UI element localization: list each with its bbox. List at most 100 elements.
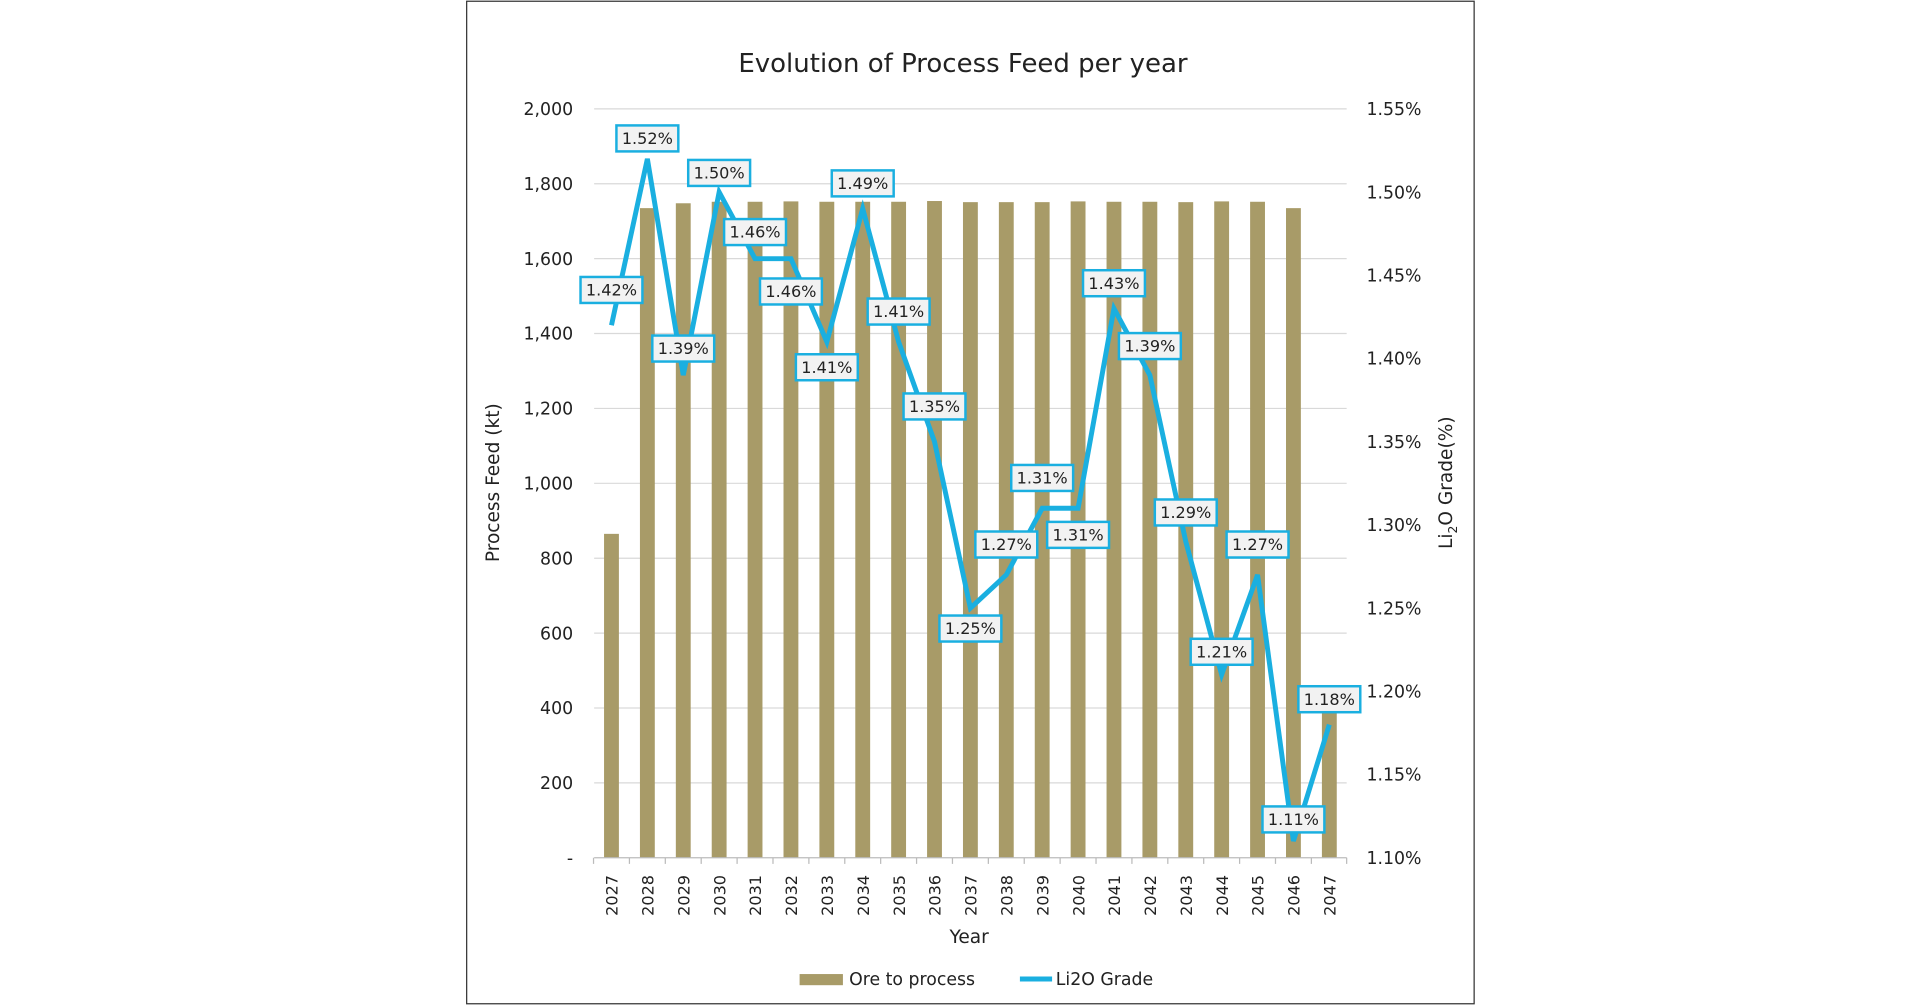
data-label-2039: 1.31% (1010, 463, 1075, 493)
x-tick-label: 2045 (1249, 875, 1268, 916)
y-tick-label: - (567, 849, 573, 869)
data-label-box (686, 158, 752, 188)
y2-tick-label: 1.45% (1366, 267, 1421, 287)
data-label-2031: 1.46% (722, 217, 788, 247)
data-label-2032: 1.46% (758, 277, 824, 306)
data-label-box (758, 277, 824, 306)
chart-title: Evolution of Process Feed per year (738, 49, 1188, 79)
data-label-box (830, 169, 895, 198)
bar-2041 (1106, 201, 1122, 858)
data-label-box (1010, 463, 1075, 493)
y2-tick-label: 1.10% (1366, 849, 1421, 869)
data-label-box (651, 334, 716, 363)
bar-2036 (927, 201, 942, 858)
bar-2042 (1142, 201, 1158, 858)
data-label-box (902, 392, 967, 421)
data-label-2037: 1.25% (938, 614, 1003, 643)
data-label-text: 1.50% (694, 164, 745, 183)
x-tick-label: 2039 (1033, 875, 1052, 916)
data-label-text: 1.29% (1160, 503, 1211, 522)
x-tick-label: 2037 (962, 875, 981, 916)
data-label-box (974, 530, 1039, 559)
y-tick-label: 1,200 (524, 400, 574, 420)
x-tick-label: 2043 (1177, 875, 1196, 916)
data-label-box (1153, 498, 1218, 527)
y-tick-label: 200 (540, 774, 573, 794)
data-label-text: 1.31% (1017, 469, 1068, 488)
data-label-2047: 1.18% (1297, 684, 1362, 714)
data-label-2036: 1.35% (902, 392, 967, 421)
data-label-text: 1.46% (730, 223, 781, 242)
data-label-box (1189, 637, 1254, 667)
y2-tick-label: 1.50% (1366, 183, 1421, 203)
data-label-2043: 1.29% (1153, 498, 1218, 527)
x-tick-label: 2027 (603, 875, 622, 916)
data-label-text: 1.41% (801, 358, 852, 377)
bar-2031 (747, 201, 763, 858)
x-axis-title: Year (949, 927, 990, 948)
bar-2037 (962, 202, 978, 858)
data-label-text: 1.25% (945, 619, 996, 638)
y-axis-title: Process Feed (kt) (483, 403, 504, 562)
data-label-box (1225, 530, 1290, 559)
data-label-2034: 1.49% (830, 169, 895, 198)
data-label-text: 1.27% (1232, 535, 1283, 554)
x-tick-label: 2029 (674, 875, 693, 916)
bar-series (604, 201, 1337, 858)
legend: Ore to process Li2O Grade (799, 970, 1153, 990)
x-tick-label: 2041 (1105, 875, 1124, 916)
bar-2027 (604, 533, 619, 858)
data-label-2041: 1.43% (1081, 268, 1147, 298)
bar-2029 (675, 203, 691, 858)
data-label-box (794, 353, 860, 382)
data-label-box (1045, 520, 1111, 550)
data-label-2033: 1.41% (794, 353, 860, 382)
data-labels: 1.42% 1.52% 1.39% 1.50% 1.46% 1.46% 1.41% 1.49%… (579, 124, 1362, 834)
data-label-2040: 1.31% (1045, 520, 1111, 550)
x-tick-label: 2038 (997, 875, 1016, 916)
y-tick-label: 1,600 (524, 250, 574, 270)
data-label-box (1297, 684, 1362, 714)
legend-label-grade: Li2O Grade (1056, 970, 1153, 990)
data-label-text: 1.18% (1304, 690, 1355, 709)
data-label-box (1261, 805, 1326, 834)
y-tick-label: 1,400 (524, 325, 574, 345)
data-label-2027: 1.42% (579, 275, 644, 305)
data-label-box (579, 275, 644, 305)
x-tick-label: 2036 (926, 875, 945, 916)
x-tick-label: 2032 (782, 875, 801, 916)
x-tick-label: 2044 (1213, 875, 1232, 916)
data-label-box (722, 217, 788, 247)
data-label-box (1117, 331, 1183, 361)
data-label-text: 1.49% (837, 174, 888, 193)
data-label-text: 1.27% (981, 535, 1032, 554)
x-tick-label: 2034 (854, 875, 873, 916)
y2-axis-ticks: 1.10% 1.15% 1.20% 1.25% 1.30% 1.35% 1.40% 1.45%… (1366, 100, 1421, 869)
data-label-2042: 1.39% (1117, 331, 1183, 361)
x-tick-label: 2030 (710, 875, 729, 916)
bar-2038 (998, 202, 1014, 858)
data-label-2035: 1.41% (866, 297, 931, 326)
x-tick-label: 2033 (818, 875, 837, 916)
data-label-2045: 1.27% (1225, 530, 1290, 559)
data-label-text: 1.42% (586, 281, 637, 300)
bar-2045 (1250, 201, 1265, 858)
data-label-text: 1.11% (1268, 810, 1319, 829)
bar-2030 (711, 201, 727, 858)
y-tick-label: 800 (540, 549, 573, 569)
data-label-2044: 1.21% (1189, 637, 1254, 667)
line-series (609, 158, 1332, 842)
data-label-2028: 1.52% (615, 124, 680, 153)
data-label-2038: 1.27% (974, 530, 1039, 559)
y-axis-ticks: - 200 400 600 800 1,000 1,200 1,400 1,600 1,800 2,… (524, 100, 574, 869)
x-tick-label: 2035 (890, 875, 909, 916)
y2-tick-label: 1.20% (1366, 683, 1421, 703)
y2-tick-label: 1.25% (1366, 599, 1421, 619)
data-label-text: 1.39% (1124, 337, 1175, 356)
x-axis-ticks: 2027 2028 2029 2030 2031 2032 2033 2034 2035 2036… (592, 857, 1348, 916)
y2-axis-title: Li2O Grade(%) (1436, 416, 1460, 549)
legend-swatch-ore (799, 974, 843, 986)
y-tick-label: 1,000 (524, 475, 574, 495)
data-label-box (1081, 268, 1147, 298)
